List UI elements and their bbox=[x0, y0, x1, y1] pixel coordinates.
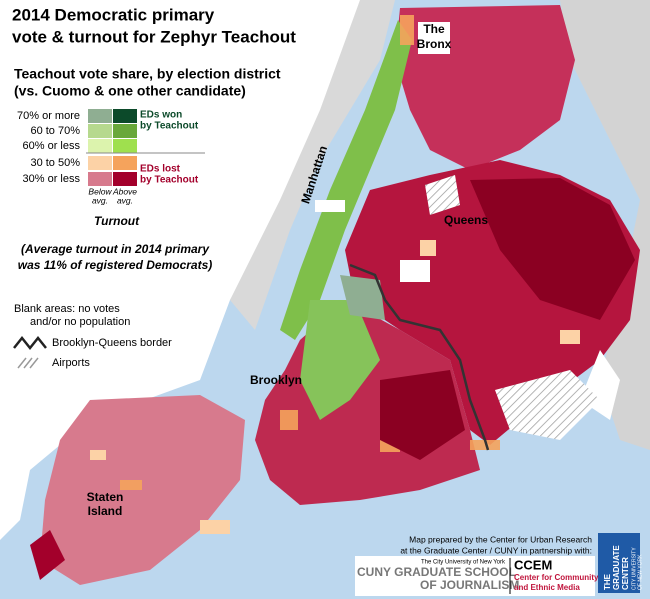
title: 2014 Democratic primary bbox=[12, 5, 215, 24]
title: vote & turnout for Zephyr Teachout bbox=[12, 27, 296, 46]
legend: 70% or more 60 to 70% 60% or less 30 to 50%… bbox=[17, 109, 199, 205]
subtitle: (vs. Cuomo & one other candidate) bbox=[14, 83, 246, 99]
legend-group: EDs won bbox=[140, 110, 182, 121]
note: (Average turnout in 2014 primary bbox=[21, 242, 210, 256]
legend-group: EDs lost bbox=[140, 164, 181, 175]
legend-swatch bbox=[88, 139, 112, 153]
airport-icon bbox=[17, 357, 39, 369]
legend-swatch bbox=[88, 172, 112, 186]
legend-swatch bbox=[113, 156, 137, 170]
legend-swatch bbox=[88, 124, 112, 138]
logo-gc: THE GRADUATE CENTER CITY UNIVERSITY OF N… bbox=[603, 545, 643, 590]
place-label: Queens bbox=[444, 213, 488, 227]
legend-group: by Teachout bbox=[140, 121, 199, 132]
logo-text: CUNY GRADUATE SCHOOL bbox=[357, 565, 516, 579]
legend-label: 60% or less bbox=[23, 140, 81, 152]
logo-box bbox=[598, 533, 640, 593]
legend-swatch bbox=[113, 139, 137, 153]
blank-note: Blank areas: no votes bbox=[14, 303, 120, 315]
legend-swatch bbox=[113, 109, 137, 123]
blank-note: and/or no population bbox=[30, 316, 130, 328]
legend-column: avg. bbox=[117, 195, 133, 205]
legend-swatch bbox=[113, 124, 137, 138]
logo-text: THE bbox=[603, 573, 612, 590]
credit: at the Graduate Center / CUNY in partner… bbox=[400, 545, 592, 555]
legend-label: 60 to 70% bbox=[30, 125, 80, 137]
logo-text: OF NEW YORK bbox=[637, 554, 643, 590]
logo-text: CITY UNIVERSITY bbox=[631, 547, 637, 590]
border-icon bbox=[13, 335, 47, 351]
label-bg bbox=[418, 22, 450, 54]
border-label: Brooklyn-Queens border bbox=[52, 337, 172, 349]
logo-text: and Ethnic Media bbox=[514, 583, 580, 592]
legend-swatch bbox=[88, 109, 112, 123]
airports-label: Airports bbox=[52, 357, 90, 369]
legend-label: 70% or more bbox=[17, 110, 80, 122]
legend-column: Above bbox=[112, 186, 137, 196]
legend-column: avg. bbox=[92, 195, 108, 205]
logo-text: GRADUATE bbox=[612, 545, 621, 590]
legend-swatch bbox=[88, 156, 112, 170]
place-label: Bronx bbox=[417, 37, 452, 51]
logo-text: CENTER bbox=[621, 557, 630, 590]
legend-group: by Teachout bbox=[140, 175, 199, 186]
legend-label: 30% or less bbox=[23, 173, 81, 185]
place-label: Brooklyn bbox=[250, 373, 302, 387]
place-label: Staten bbox=[87, 490, 124, 504]
logo-text: Center for Community bbox=[514, 573, 599, 582]
subtitle: Teachout vote share, by election distric… bbox=[14, 66, 281, 82]
legend-column: Below bbox=[88, 186, 112, 196]
credit: Map prepared by the Center for Urban Res… bbox=[409, 534, 592, 544]
logo-text: CCEM bbox=[514, 557, 552, 572]
logo-text: OF JOURNALISM bbox=[420, 578, 519, 592]
place-label: Island bbox=[88, 504, 123, 518]
logo-bg bbox=[355, 556, 595, 596]
legend-swatch bbox=[113, 172, 137, 186]
place-label: The bbox=[423, 22, 445, 36]
logo-text: The City University of New York bbox=[421, 560, 506, 566]
legend-axis: Turnout bbox=[94, 214, 140, 228]
note: was 11% of registered Democrats) bbox=[18, 258, 213, 272]
legend-label: 30 to 50% bbox=[30, 157, 80, 169]
